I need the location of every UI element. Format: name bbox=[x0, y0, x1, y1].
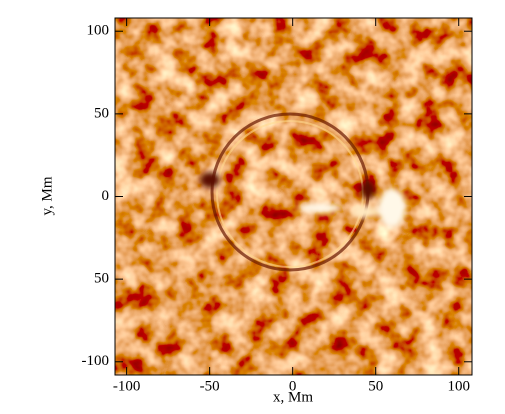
solar-image bbox=[115, 18, 472, 375]
y-tick-label: 50 bbox=[94, 271, 109, 287]
x-tick-label: 100 bbox=[447, 378, 470, 394]
y-tick-label: 50 bbox=[94, 105, 109, 121]
x-tick-label: 50 bbox=[368, 378, 383, 394]
x-axis-label: x, Mm bbox=[273, 389, 313, 405]
x-tick-label: -50 bbox=[200, 378, 220, 394]
y-tick-label: 100 bbox=[87, 23, 110, 39]
y-tick-label: -100 bbox=[82, 353, 110, 369]
x-tick-label: 0 bbox=[289, 378, 297, 394]
y-tick-label: 0 bbox=[102, 188, 110, 204]
y-axis-label: y, Mm bbox=[39, 176, 55, 215]
x-tick-label: -100 bbox=[113, 378, 141, 394]
